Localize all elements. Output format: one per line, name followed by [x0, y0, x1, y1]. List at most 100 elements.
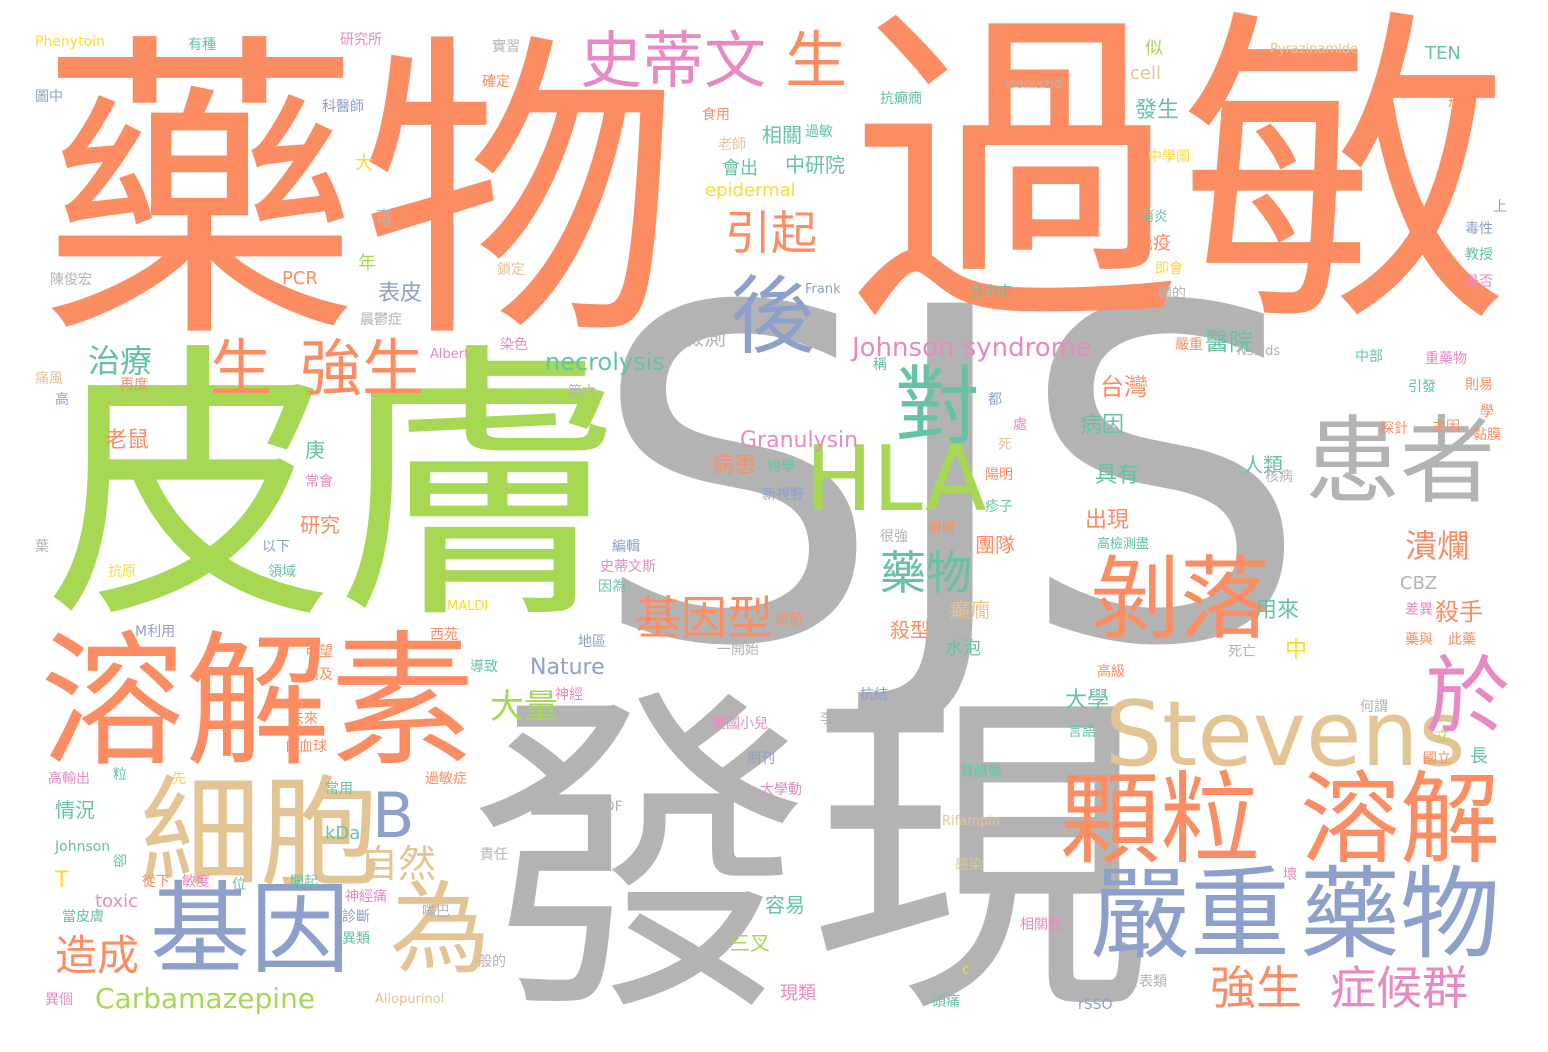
word-gaoji: 高級: [1097, 664, 1125, 680]
word-carbamazepine: Carbamazepine: [95, 982, 316, 1015]
word-xian: 先: [172, 771, 186, 787]
word-zhong: 中: [1285, 638, 1308, 663]
word-dou: 都: [988, 392, 1002, 408]
word-kangdianxian: 抗癲癇: [880, 91, 922, 107]
word-li-grain: 粒: [113, 767, 127, 783]
word-xinshiye: 新視野: [762, 487, 804, 503]
word-yaowu-blue: 藥物: [1300, 856, 1500, 973]
word-guominzheng: 過敏症: [425, 771, 467, 787]
word-yixia: 以下: [262, 539, 290, 555]
word-huanzhe: 患者: [1305, 407, 1496, 517]
word-phenytoin: Phenytoin: [35, 34, 105, 50]
word-siwang: 死亡: [1228, 644, 1256, 660]
word-yinqi: 引起: [725, 206, 817, 260]
word-ye: 葉: [35, 539, 49, 555]
word-zeyi: 則易: [1465, 377, 1493, 393]
word-hou: 後: [730, 268, 816, 367]
word-duxing: 毒性: [1465, 221, 1493, 237]
word-albert: Albert: [430, 347, 470, 362]
word-juyou: 具有: [1095, 463, 1140, 488]
word-zeren: 責任: [480, 847, 508, 863]
word-yinwei: 因為: [598, 579, 626, 595]
word-tuandui: 團隊: [975, 533, 1015, 557]
word-mliyong: M利用: [135, 624, 176, 640]
word-ranse: 染色: [500, 337, 528, 353]
word-geng: 庚: [305, 438, 325, 462]
word-zaidu: 再度: [120, 377, 148, 393]
word-tide: 體的: [1158, 286, 1186, 302]
word-wuxue: 物學: [767, 459, 795, 475]
word-binghuan: 病患: [712, 453, 757, 478]
word-daozhi: 導致: [470, 659, 498, 675]
word-diliu: 第六: [568, 384, 596, 400]
word-jiance: 檢測: [682, 326, 727, 351]
word-yangming: 陽明: [985, 467, 1013, 483]
word-kewang: 可望: [305, 644, 333, 660]
word-mindu: 敏度: [182, 874, 210, 890]
word-shaxing: 殺型: [890, 618, 930, 642]
word-hebing: 核病: [1265, 469, 1293, 485]
word-ganran: 感染: [955, 857, 983, 873]
word-keyishi: 科醫師: [322, 99, 364, 115]
word-lihuifang: 李惠芳: [820, 711, 862, 727]
word-chuxian: 出現: [1085, 508, 1130, 533]
word-yanyu: 言語: [1068, 724, 1096, 740]
word-chenyuzheng: 晨鬱症: [360, 312, 402, 328]
word-daxuedong: 大學動: [760, 782, 802, 798]
word-qingkuang: 情況: [55, 798, 95, 822]
word-zhongyaowu: 重藥物: [1425, 351, 1467, 367]
word-jiyinxing: 基因型: [635, 591, 773, 645]
word-nature: Nature: [530, 655, 605, 680]
word-granulysin: Granulysin: [740, 428, 859, 453]
word-changhui: 常會: [305, 474, 333, 490]
word-chu: 處: [1013, 417, 1027, 433]
word-xiyuan: 西苑: [430, 627, 458, 643]
word-queding: 確定: [482, 74, 510, 90]
word-rongjie: 溶解: [1300, 761, 1500, 878]
word-boluo: 剝落: [1090, 547, 1270, 652]
word-meiguoxiaoer: 美國小兒: [712, 716, 768, 732]
word-yanjiusuo: 研究所: [340, 32, 382, 48]
word-baixueqiu: 白血球: [285, 739, 327, 755]
word-yaowu-teal: 藥物: [880, 546, 972, 600]
word-pifu: 皮膚: [45, 321, 625, 658]
word-frank: Frank: [805, 282, 841, 297]
word-yaowu-large: 藥物: [40, 9, 680, 381]
word-xiangguan: 相關: [762, 123, 802, 147]
word-yinfa: 引發: [1408, 379, 1436, 395]
word-stevens: Stevens: [1105, 682, 1466, 787]
word-wei: 為: [390, 871, 490, 988]
word-taizhongshi: 台中市: [970, 284, 1012, 300]
word-gao: 高: [55, 392, 69, 408]
word-ciyao: 此藥: [1448, 632, 1476, 648]
word-kangjie: 抗結: [860, 687, 888, 703]
word-keli: 顆粒: [1060, 761, 1260, 878]
word-changyong: 常用: [325, 781, 353, 797]
word-guomin: 過敏: [850, 0, 1510, 367]
word-zhuyin: 主因: [1432, 419, 1460, 435]
word-fasheng: 發生: [1135, 98, 1180, 123]
word-rifampin: Rifampin: [942, 814, 1000, 829]
word-feixin: 飛信: [1448, 94, 1476, 110]
word-fabiaolei: 發表類: [1125, 974, 1167, 990]
word-yanjiu: 研究: [300, 513, 340, 537]
word-sancha: 三叉: [730, 931, 770, 955]
word-yanzhong-small: 嚴重: [1175, 337, 1203, 353]
word-shang: 上: [1493, 199, 1507, 215]
word-li: 立: [1435, 729, 1449, 745]
word-xianlei: 現類: [780, 983, 816, 1004]
word-biaopi: 表皮: [378, 281, 423, 306]
word-zhiliao: 治療: [88, 342, 153, 380]
word-toutong: 頭痛: [932, 994, 960, 1010]
word-dangpifu: 當皮膚: [62, 909, 104, 925]
word-shifou: 是否: [1465, 274, 1493, 290]
word-lingyu: 領域: [268, 564, 296, 580]
word-laoshu: 老鼠: [105, 428, 150, 453]
word-johnson: Johnson: [55, 839, 111, 855]
word-rongjiesu: 溶解素: [40, 618, 475, 787]
word-taiwan: 台灣: [1100, 373, 1148, 401]
word-hewei: 何謂: [1360, 699, 1388, 715]
word-huichu: 會出: [722, 158, 758, 179]
word-bianji: 編輯: [612, 539, 640, 555]
word-tanzhen: 探針: [1380, 421, 1408, 437]
